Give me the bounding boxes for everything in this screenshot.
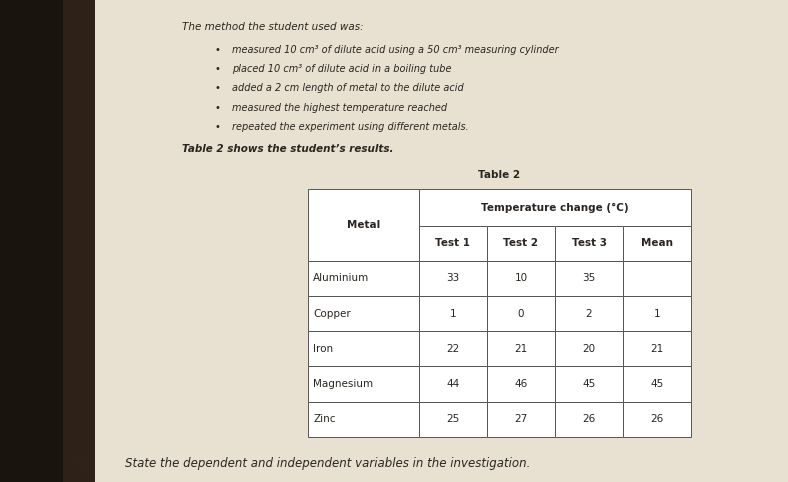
Text: 45: 45 — [651, 379, 663, 389]
Text: Table 2 shows the student’s results.: Table 2 shows the student’s results. — [182, 144, 393, 154]
Text: 44: 44 — [446, 379, 459, 389]
Bar — [487, 261, 555, 296]
Text: Temperature change (°C): Temperature change (°C) — [481, 202, 629, 213]
Bar — [487, 331, 555, 366]
Bar — [307, 331, 418, 366]
Bar — [555, 402, 623, 437]
Text: 10: 10 — [515, 273, 527, 283]
Text: added a 2 cm length of metal to the dilute acid: added a 2 cm length of metal to the dilu… — [232, 83, 464, 94]
Bar — [418, 261, 487, 296]
Text: 1: 1 — [654, 308, 660, 319]
Text: •: • — [214, 103, 220, 113]
Text: Test 3: Test 3 — [571, 238, 607, 248]
Text: 22: 22 — [446, 344, 459, 354]
Bar — [63, 0, 95, 482]
Bar — [307, 296, 418, 331]
Bar — [623, 226, 691, 261]
Bar — [555, 331, 623, 366]
Bar — [555, 366, 623, 402]
Text: Metal: Metal — [347, 220, 380, 230]
Bar — [307, 189, 418, 261]
Text: Test 1: Test 1 — [435, 238, 470, 248]
Bar — [487, 402, 555, 437]
Bar — [418, 296, 487, 331]
Text: 3.1: 3.1 — [71, 457, 90, 470]
Bar — [487, 296, 555, 331]
Text: 33: 33 — [446, 273, 459, 283]
Text: 0: 0 — [518, 308, 524, 319]
Text: Mean: Mean — [641, 238, 673, 248]
Bar — [0, 0, 71, 482]
Bar — [307, 261, 418, 296]
Text: 1: 1 — [449, 308, 456, 319]
Text: Aluminium: Aluminium — [314, 273, 370, 283]
Text: Copper: Copper — [314, 308, 351, 319]
Text: 2: 2 — [585, 308, 593, 319]
Bar — [418, 189, 691, 226]
Text: Magnesium: Magnesium — [314, 379, 374, 389]
Text: 27: 27 — [515, 414, 527, 424]
Bar — [555, 261, 623, 296]
Bar — [555, 226, 623, 261]
Bar — [487, 226, 555, 261]
Text: •: • — [214, 83, 220, 94]
Bar — [418, 402, 487, 437]
Text: Test 2: Test 2 — [504, 238, 538, 248]
Text: •: • — [214, 64, 220, 74]
Text: State the dependent and independent variables in the investigation.: State the dependent and independent vari… — [125, 457, 530, 470]
Text: 25: 25 — [446, 414, 459, 424]
Text: placed 10 cm³ of dilute acid in a boiling tube: placed 10 cm³ of dilute acid in a boilin… — [232, 64, 452, 74]
Bar — [418, 331, 487, 366]
Text: Zinc: Zinc — [314, 414, 336, 424]
Text: repeated the experiment using different metals.: repeated the experiment using different … — [232, 122, 469, 132]
Text: measured 10 cm³ of dilute acid using a 50 cm³ measuring cylinder: measured 10 cm³ of dilute acid using a 5… — [232, 45, 559, 55]
Text: 21: 21 — [651, 344, 663, 354]
Text: measured the highest temperature reached: measured the highest temperature reached — [232, 103, 448, 113]
Text: The method the student used was:: The method the student used was: — [182, 22, 364, 32]
Text: Table 2: Table 2 — [478, 170, 520, 180]
Text: 46: 46 — [515, 379, 527, 389]
Bar — [307, 402, 418, 437]
Text: •: • — [214, 45, 220, 55]
Bar — [623, 296, 691, 331]
Bar — [623, 261, 691, 296]
Bar — [418, 226, 487, 261]
Bar — [555, 296, 623, 331]
Text: 20: 20 — [582, 344, 596, 354]
Bar — [307, 366, 418, 402]
Text: 21: 21 — [515, 344, 527, 354]
Bar — [623, 402, 691, 437]
Text: 26: 26 — [582, 414, 596, 424]
Bar — [418, 366, 487, 402]
Bar — [623, 331, 691, 366]
Text: Iron: Iron — [314, 344, 333, 354]
Text: 26: 26 — [651, 414, 663, 424]
Bar — [487, 366, 555, 402]
Text: 35: 35 — [582, 273, 596, 283]
Text: •: • — [214, 122, 220, 132]
Bar — [623, 366, 691, 402]
Text: 45: 45 — [582, 379, 596, 389]
